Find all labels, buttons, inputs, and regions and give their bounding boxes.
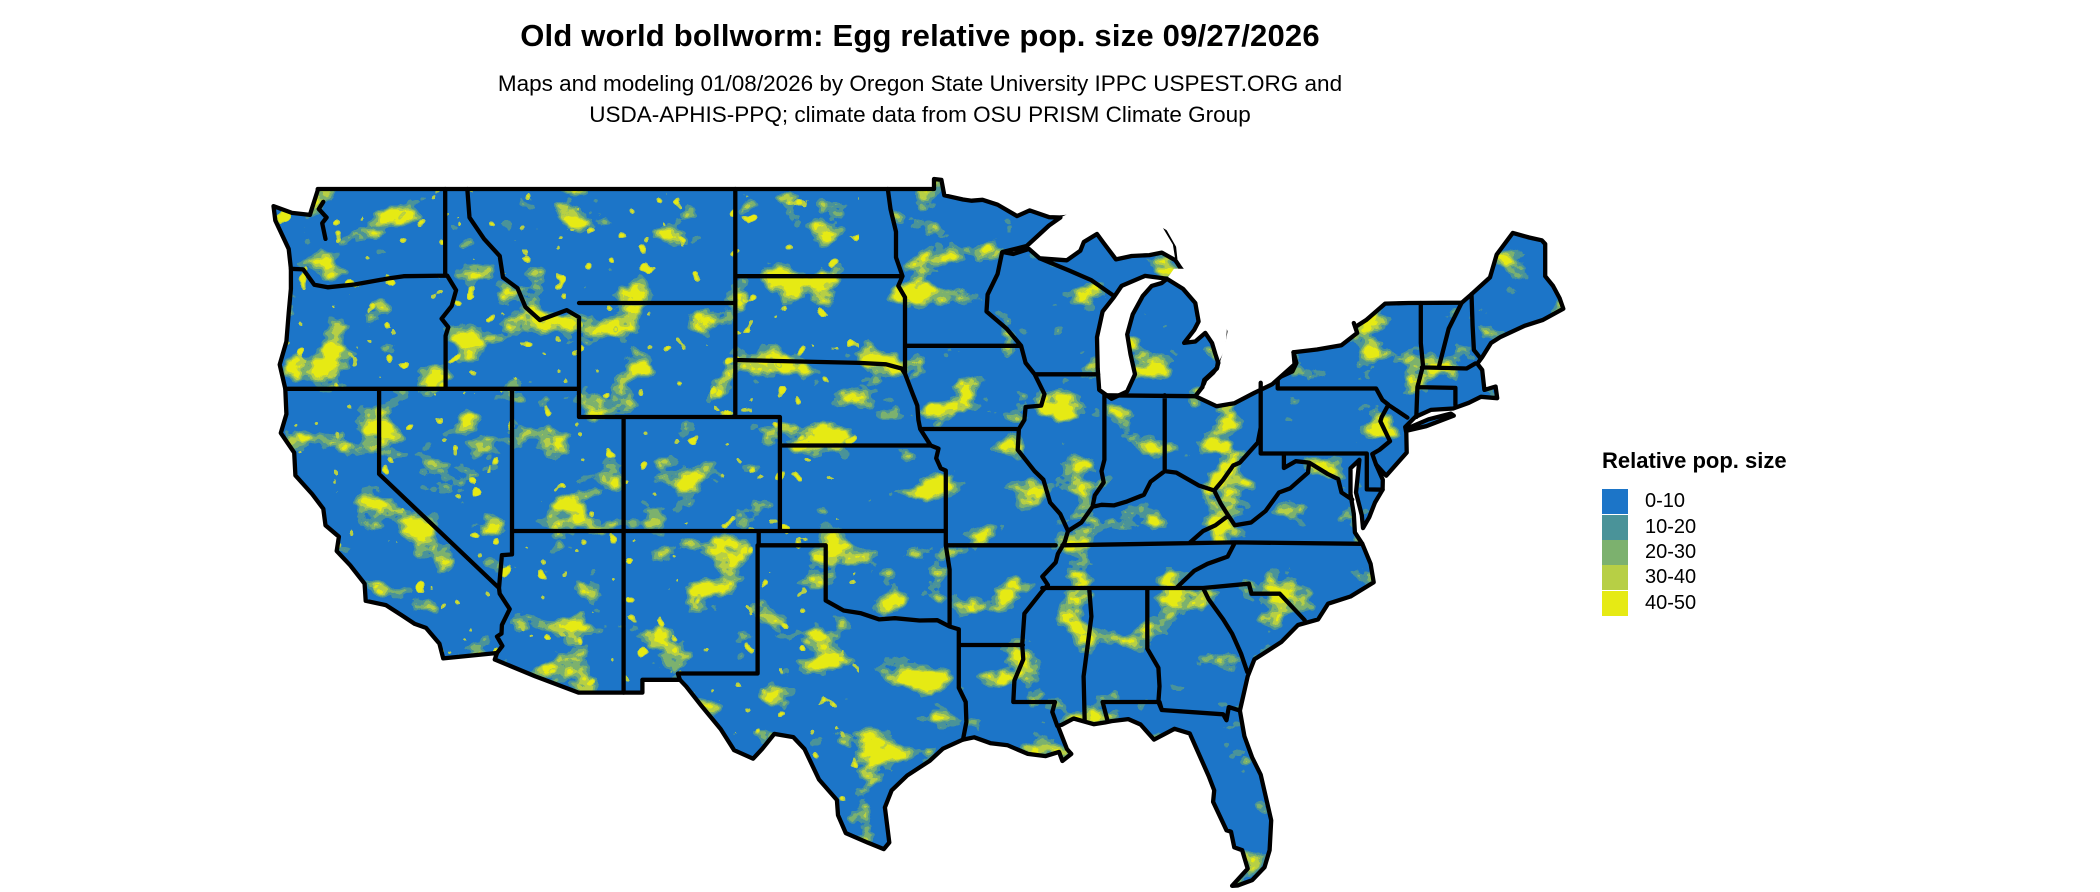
header: Old world bollworm: Egg relative pop. si… (0, 0, 1840, 130)
legend-swatch-40-50 (1602, 590, 1628, 616)
legend-item: 40-50 (1602, 590, 1902, 616)
subtitle-line-2: USDA-APHIS-PPQ; climate data from OSU PR… (589, 102, 1251, 127)
legend-label: 10-20 (1645, 515, 1697, 538)
great-lakes (316, 199, 1360, 409)
legend-label: 40-50 (1645, 591, 1697, 614)
subtitle-line-1: Maps and modeling 01/08/2026 by Oregon S… (497, 71, 1343, 96)
legend-item: 30-40 (1602, 565, 1902, 591)
legend-item: 20-30 (1602, 539, 1902, 565)
legend-swatch-20-30 (1602, 539, 1628, 565)
legend-swatch-0-10 (1602, 489, 1628, 515)
page-title: Old world bollworm: Egg relative pop. si… (520, 18, 1320, 53)
legend-label: 0-10 (1645, 490, 1686, 513)
legend-label: 30-40 (1645, 566, 1697, 589)
legend-title: Relative pop. size (1602, 448, 1787, 473)
legend-item: 0-10 (1602, 489, 1902, 515)
state-borders (283, 186, 1483, 742)
legend-item: 10-20 (1602, 514, 1902, 540)
legend-label: 20-30 (1645, 540, 1697, 563)
legend-swatch-30-40 (1602, 565, 1628, 591)
legend: Relative pop. size 0-10 10-20 20-30 30-4… (1602, 448, 1902, 616)
page-subtitle: Maps and modeling 01/08/2026 by Oregon S… (0, 68, 1840, 130)
legend-swatch-10-20 (1602, 514, 1628, 540)
